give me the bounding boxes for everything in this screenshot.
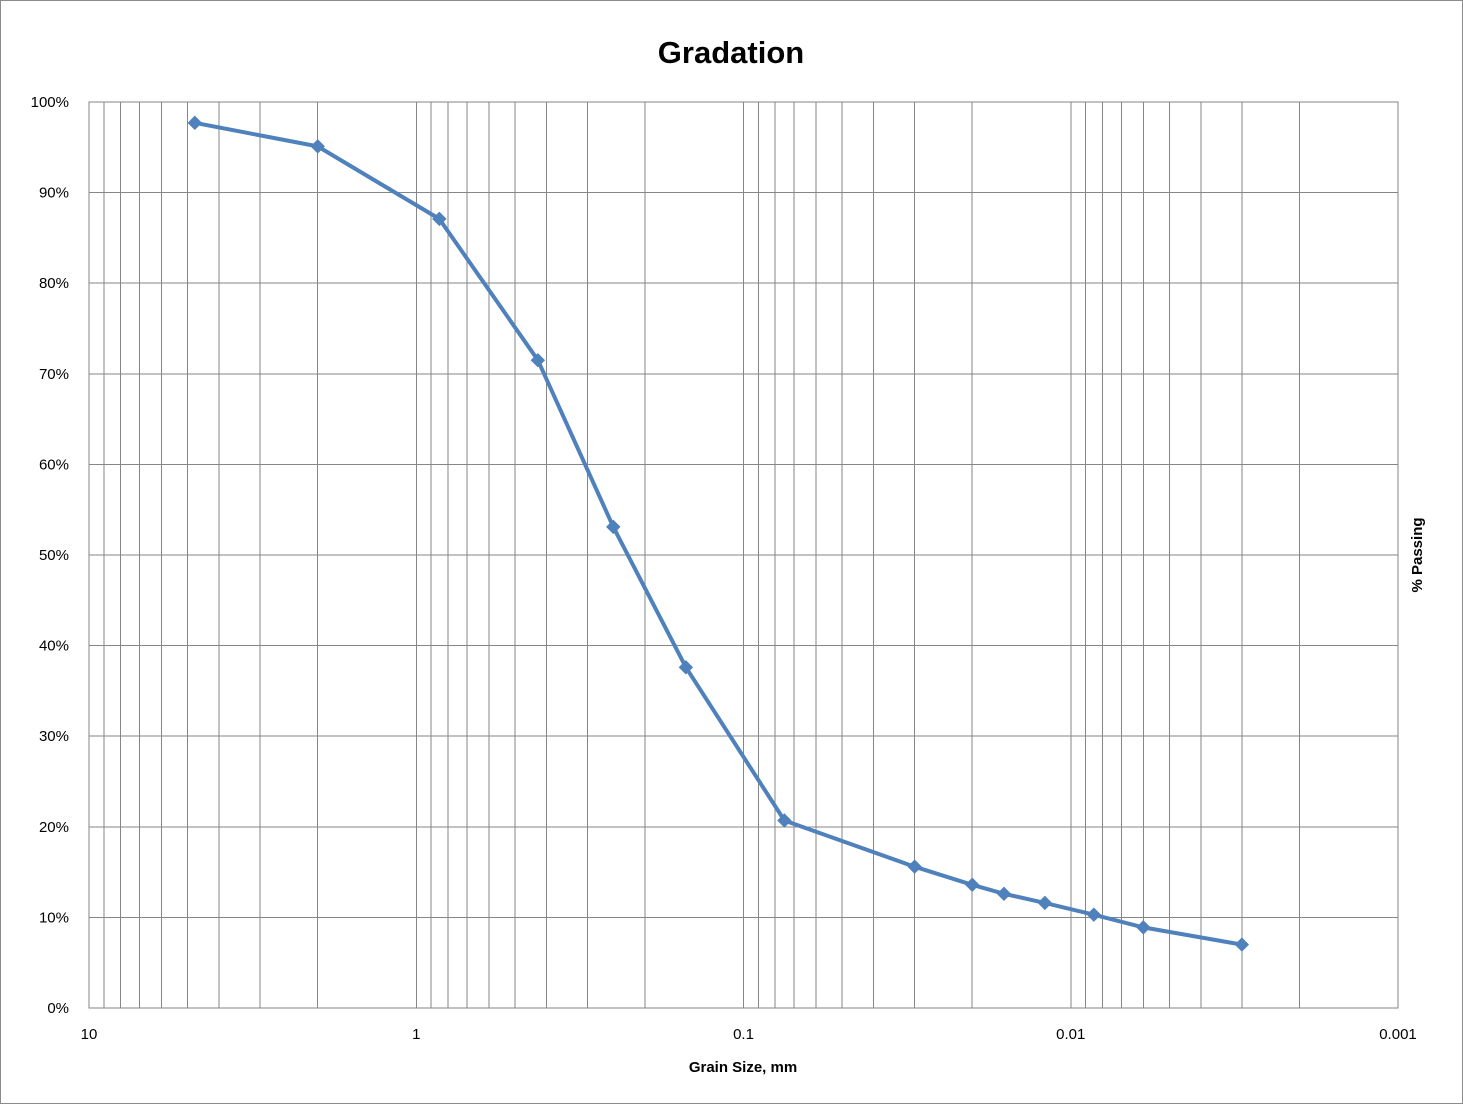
plot-area-border xyxy=(88,101,1399,1009)
y-tick-label: 0% xyxy=(47,1000,69,1017)
data-point-marker xyxy=(678,660,694,675)
y-tick-label: 90% xyxy=(39,185,69,202)
chart-title: Gradation xyxy=(658,35,804,70)
data-point-marker xyxy=(530,353,546,368)
data-point-marker xyxy=(432,211,447,227)
data-point-marker xyxy=(606,519,621,535)
y-axis-title: % Passing xyxy=(1409,517,1426,592)
y-axis-ticks: 0% 10% 20% 30% 40% 50% 60% 70% 80% 90% 100% xyxy=(31,94,69,1017)
data-point-marker xyxy=(1136,920,1151,935)
y-tick-label: 40% xyxy=(39,638,69,655)
y-tick-label: 100% xyxy=(31,94,69,111)
data-point-marker xyxy=(777,813,792,828)
x-tick-label: 1 xyxy=(412,1026,420,1043)
x-tick-label: 0.01 xyxy=(1056,1026,1085,1043)
y-tick-label: 10% xyxy=(39,909,69,926)
data-point-marker xyxy=(310,139,325,154)
y-tick-label: 50% xyxy=(39,547,69,564)
y-tick-label: 70% xyxy=(39,366,69,383)
x-tick-label: 0.001 xyxy=(1379,1026,1417,1043)
y-tick-label: 80% xyxy=(39,275,69,292)
data-point-marker xyxy=(187,115,203,131)
data-point-marker xyxy=(1037,895,1053,911)
x-axis-ticks: 10 1 0.1 0.01 0.001 xyxy=(81,1026,1417,1043)
data-point-marker xyxy=(1234,937,1250,952)
series-layer xyxy=(187,115,1250,952)
data-point-marker xyxy=(907,859,922,874)
series-line xyxy=(192,120,1244,947)
y-tick-label: 20% xyxy=(39,819,69,836)
y-tick-label: 60% xyxy=(39,456,69,473)
x-tick-label: 10 xyxy=(81,1026,98,1043)
data-point-marker xyxy=(1086,907,1102,922)
x-tick-label: 0.1 xyxy=(733,1026,754,1043)
x-axis-title: Grain Size, mm xyxy=(689,1059,797,1076)
data-point-marker xyxy=(965,877,980,892)
data-point-marker xyxy=(996,886,1012,902)
y-tick-label: 30% xyxy=(39,728,69,745)
